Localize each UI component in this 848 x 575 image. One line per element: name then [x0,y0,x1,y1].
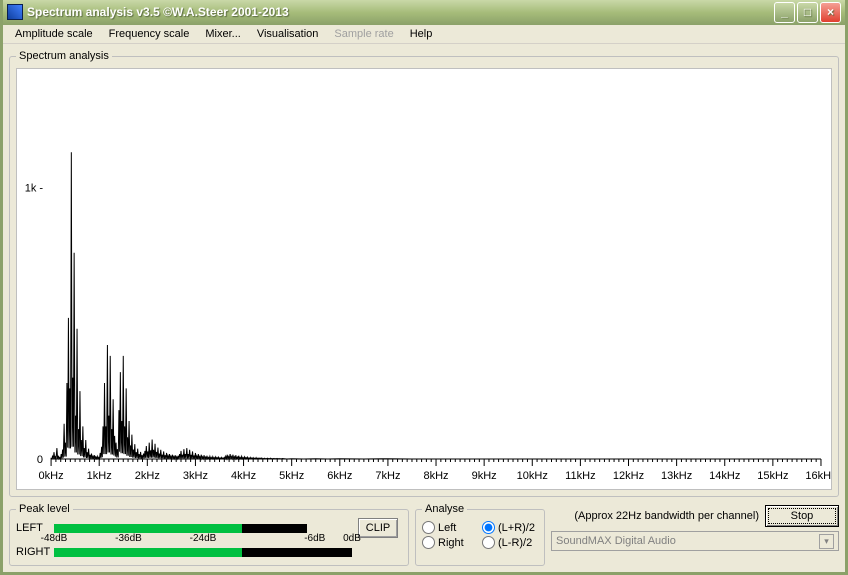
bandwidth-label: (Approx 22Hz bandwidth per channel) [574,510,759,522]
right-column: (Approx 22Hz bandwidth per channel) Stop… [551,503,839,566]
minimize-button[interactable]: _ [774,2,795,23]
svg-text:5kHz: 5kHz [279,470,304,482]
menu-visualisation[interactable]: Visualisation [249,26,327,42]
peak-scale-tick: 0dB [343,533,361,544]
analyse-option-label: (L+R)/2 [498,522,535,534]
peak-scale-tick: -6dB [304,533,325,544]
svg-text:15kHz: 15kHz [757,470,788,482]
spectrum-chart: 0kHz 1kHz 2kHz 3kHz 4kHz 5kHz 6kHz 7kHz 8kHz 9kHz… [16,68,832,490]
peak-level-group: Peak level LEFT CLIP -48dB-36dB-24dB-6dB… [9,503,409,566]
spectrum-group: Spectrum analysis 0kHz 1kHz 2kHz 3kHz 4kHz 5k… [9,50,839,497]
svg-text:7kHz: 7kHz [375,470,400,482]
analyse-radio[interactable] [482,536,495,549]
analyse-option[interactable]: Left [422,521,478,534]
svg-text:13kHz: 13kHz [661,470,692,482]
spectrum-svg: 0kHz 1kHz 2kHz 3kHz 4kHz 5kHz 6kHz 7kHz 8kHz 9kHz… [17,69,831,489]
peak-right-meter [54,548,352,557]
menu-sample-rate: Sample rate [326,26,401,42]
window-buttons: _ □ × [774,2,841,23]
menubar: Amplitude scale Frequency scale Mixer...… [3,25,845,44]
menu-frequency-scale[interactable]: Frequency scale [101,26,198,42]
svg-text:6kHz: 6kHz [327,470,352,482]
maximize-button[interactable]: □ [797,2,818,23]
stop-button[interactable]: Stop [765,505,839,527]
peak-left-meter [54,524,352,533]
svg-text:3kHz: 3kHz [183,470,208,482]
analyse-option[interactable]: (L+R)/2 [482,521,538,534]
peak-scale-tick: -24dB [190,533,217,544]
close-button[interactable]: × [820,2,841,23]
svg-text:0: 0 [37,454,43,466]
client-area: Spectrum analysis 0kHz 1kHz 2kHz 3kHz 4kHz 5k… [3,44,845,572]
svg-text:4kHz: 4kHz [231,470,256,482]
svg-text:0kHz: 0kHz [39,470,64,482]
audio-device-value: SoundMAX Digital Audio [556,535,676,547]
peak-scale-tick: -36dB [115,533,142,544]
svg-text:16kHz: 16kHz [805,470,831,482]
analyse-option[interactable]: (L-R)/2 [482,536,538,549]
clip-button[interactable]: CLIP [358,518,398,538]
svg-text:14kHz: 14kHz [709,470,740,482]
analyse-radio[interactable] [482,521,495,534]
analyse-radio[interactable] [422,536,435,549]
analyse-option-label: Left [438,522,456,534]
analyse-option-label: Right [438,537,464,549]
peak-scale-tick: -48dB [41,533,68,544]
svg-text:1kHz: 1kHz [87,470,112,482]
analyse-group: Analyse Left (L+R)/2 Right (L-R)/2 [415,503,545,566]
analyse-option-label: (L-R)/2 [498,537,532,549]
window-title: Spectrum analysis v3.5 ©W.A.Steer 2001-2… [27,5,774,19]
svg-text:12kHz: 12kHz [613,470,644,482]
spectrum-legend: Spectrum analysis [16,50,112,62]
menu-help[interactable]: Help [402,26,441,42]
titlebar[interactable]: Spectrum analysis v3.5 ©W.A.Steer 2001-2… [3,0,845,25]
menu-amplitude-scale[interactable]: Amplitude scale [7,26,101,42]
analyse-radio[interactable] [422,521,435,534]
analyse-legend: Analyse [422,503,467,515]
analyse-option[interactable]: Right [422,536,478,549]
svg-text:1k -: 1k - [25,183,44,195]
chevron-down-icon: ▾ [819,534,834,549]
svg-text:8kHz: 8kHz [423,470,448,482]
menu-mixer[interactable]: Mixer... [197,26,248,42]
peak-legend: Peak level [16,503,73,515]
svg-text:10kHz: 10kHz [517,470,548,482]
svg-text:11kHz: 11kHz [565,470,595,482]
svg-text:9kHz: 9kHz [472,470,497,482]
audio-device-select[interactable]: SoundMAX Digital Audio ▾ [551,531,839,551]
svg-text:2kHz: 2kHz [135,470,160,482]
app-icon [7,4,23,20]
bottom-row: Peak level LEFT CLIP -48dB-36dB-24dB-6dB… [9,503,839,566]
app-window: Spectrum analysis v3.5 ©W.A.Steer 2001-2… [0,0,848,575]
peak-right-label: RIGHT [16,546,54,558]
